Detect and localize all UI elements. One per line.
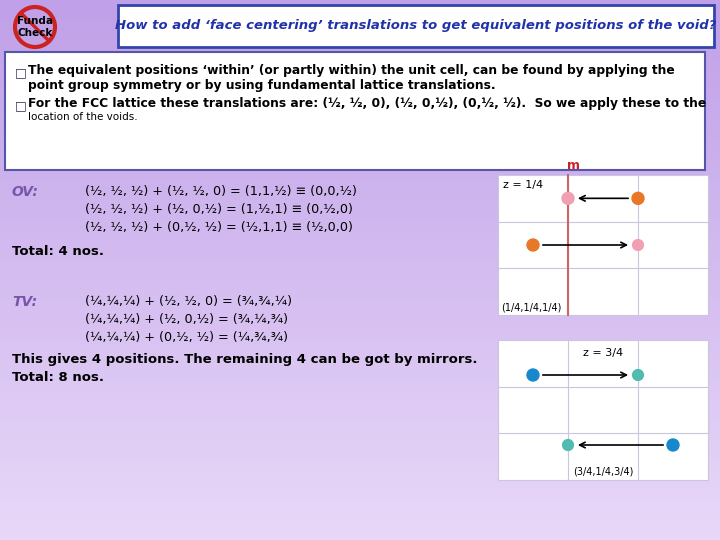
- Text: (½, ½, ½) + (½, 0,½) = (1,½,1) ≡ (0,½,0): (½, ½, ½) + (½, 0,½) = (1,½,1) ≡ (0,½,0): [85, 203, 353, 216]
- Circle shape: [633, 369, 644, 380]
- Text: z = 1/4: z = 1/4: [503, 180, 543, 190]
- Bar: [0, 420, 720, 430]
- Circle shape: [632, 192, 644, 204]
- Circle shape: [633, 240, 644, 251]
- Text: The equivalent positions ‘within’ (or partly within) the unit cell, can be found: The equivalent positions ‘within’ (or pa…: [28, 64, 675, 77]
- Text: OV:: OV:: [12, 185, 39, 199]
- Bar: [0, 360, 720, 370]
- Bar: [0, 510, 720, 520]
- Bar: [0, 530, 720, 540]
- Text: (½, ½, ½) + (½, ½, 0) = (1,1,½) ≡ (0,0,½): (½, ½, ½) + (½, ½, 0) = (1,1,½) ≡ (0,0,½…: [85, 185, 357, 198]
- Bar: [118, 5, 714, 47]
- Bar: [0, 70, 720, 80]
- Bar: [0, 380, 720, 390]
- Bar: [0, 20, 720, 30]
- Bar: [0, 300, 720, 310]
- Bar: [0, 410, 720, 420]
- Bar: [0, 60, 720, 70]
- Text: How to add ‘face centering’ translations to get equivalent positions of the void: How to add ‘face centering’ translations…: [115, 19, 716, 32]
- Bar: [0, 170, 720, 180]
- Bar: [0, 90, 720, 100]
- Text: (¼,¼,¼) + (½, 0,½) = (¾,¼,¾): (¼,¼,¼) + (½, 0,½) = (¾,¼,¾): [85, 313, 288, 326]
- Bar: [5, 52, 705, 170]
- Text: Total: 4 nos.: Total: 4 nos.: [12, 245, 104, 258]
- Bar: [0, 320, 720, 330]
- Text: (¼,¼,¼) + (0,½, ½) = (¼,¾,¾): (¼,¼,¼) + (0,½, ½) = (¼,¾,¾): [85, 331, 288, 344]
- Bar: [0, 500, 720, 510]
- Bar: [0, 520, 720, 530]
- Bar: [0, 270, 720, 280]
- Bar: [0, 430, 720, 440]
- Bar: [0, 290, 720, 300]
- Bar: [0, 460, 720, 470]
- Bar: [0, 30, 720, 40]
- Text: Funda
Check: Funda Check: [17, 16, 53, 38]
- Bar: [0, 390, 720, 400]
- Bar: [0, 100, 720, 110]
- Text: □: □: [15, 99, 27, 112]
- Bar: [0, 210, 720, 220]
- Bar: [0, 50, 720, 60]
- Text: z = 3/4: z = 3/4: [583, 348, 623, 358]
- Text: This gives 4 positions. The remaining 4 can be got by mirrors.: This gives 4 positions. The remaining 4 …: [12, 353, 477, 366]
- Text: (1/4,1/4,1/4): (1/4,1/4,1/4): [501, 302, 562, 312]
- Circle shape: [562, 192, 574, 204]
- Text: TV:: TV:: [12, 295, 37, 309]
- Bar: [0, 400, 720, 410]
- Bar: [0, 340, 720, 350]
- Circle shape: [527, 369, 539, 381]
- Bar: [0, 200, 720, 210]
- Bar: [0, 310, 720, 320]
- Bar: [0, 40, 720, 50]
- Bar: [0, 350, 720, 360]
- Bar: [0, 250, 720, 260]
- Text: point group symmetry or by using fundamental lattice translations.: point group symmetry or by using fundame…: [28, 79, 495, 92]
- Bar: [0, 490, 720, 500]
- Bar: [0, 230, 720, 240]
- Bar: [0, 0, 720, 10]
- Bar: [498, 340, 708, 480]
- Bar: [0, 10, 720, 20]
- Text: location of the voids.: location of the voids.: [28, 112, 138, 122]
- Bar: [0, 190, 720, 200]
- Bar: [0, 180, 720, 190]
- Circle shape: [562, 440, 573, 450]
- Bar: [0, 370, 720, 380]
- Bar: [0, 110, 720, 120]
- Circle shape: [667, 439, 679, 451]
- Text: (¼,¼,¼) + (½, ½, 0) = (¾,¾,¼): (¼,¼,¼) + (½, ½, 0) = (¾,¾,¼): [85, 295, 292, 308]
- Bar: [498, 175, 708, 315]
- Bar: [0, 220, 720, 230]
- Bar: [0, 160, 720, 170]
- Text: For the FCC lattice these translations are: (½, ½, 0), (½, 0,½), (0,½, ½).  So w: For the FCC lattice these translations a…: [28, 97, 706, 110]
- Bar: [0, 330, 720, 340]
- Bar: [0, 240, 720, 250]
- Text: m: m: [567, 159, 580, 172]
- Bar: [0, 80, 720, 90]
- Text: (½, ½, ½) + (0,½, ½) = (½,1,1) ≡ (½,0,0): (½, ½, ½) + (0,½, ½) = (½,1,1) ≡ (½,0,0): [85, 221, 353, 234]
- Bar: [0, 450, 720, 460]
- Bar: [0, 260, 720, 270]
- Bar: [0, 120, 720, 130]
- Text: Total: 8 nos.: Total: 8 nos.: [12, 371, 104, 384]
- Bar: [0, 470, 720, 480]
- Bar: [0, 440, 720, 450]
- Bar: [0, 480, 720, 490]
- Text: (3/4,1/4,3/4): (3/4,1/4,3/4): [573, 467, 633, 477]
- Bar: [0, 150, 720, 160]
- Bar: [0, 280, 720, 290]
- Circle shape: [527, 239, 539, 251]
- Text: □: □: [15, 66, 27, 79]
- Bar: [0, 140, 720, 150]
- Bar: [0, 130, 720, 140]
